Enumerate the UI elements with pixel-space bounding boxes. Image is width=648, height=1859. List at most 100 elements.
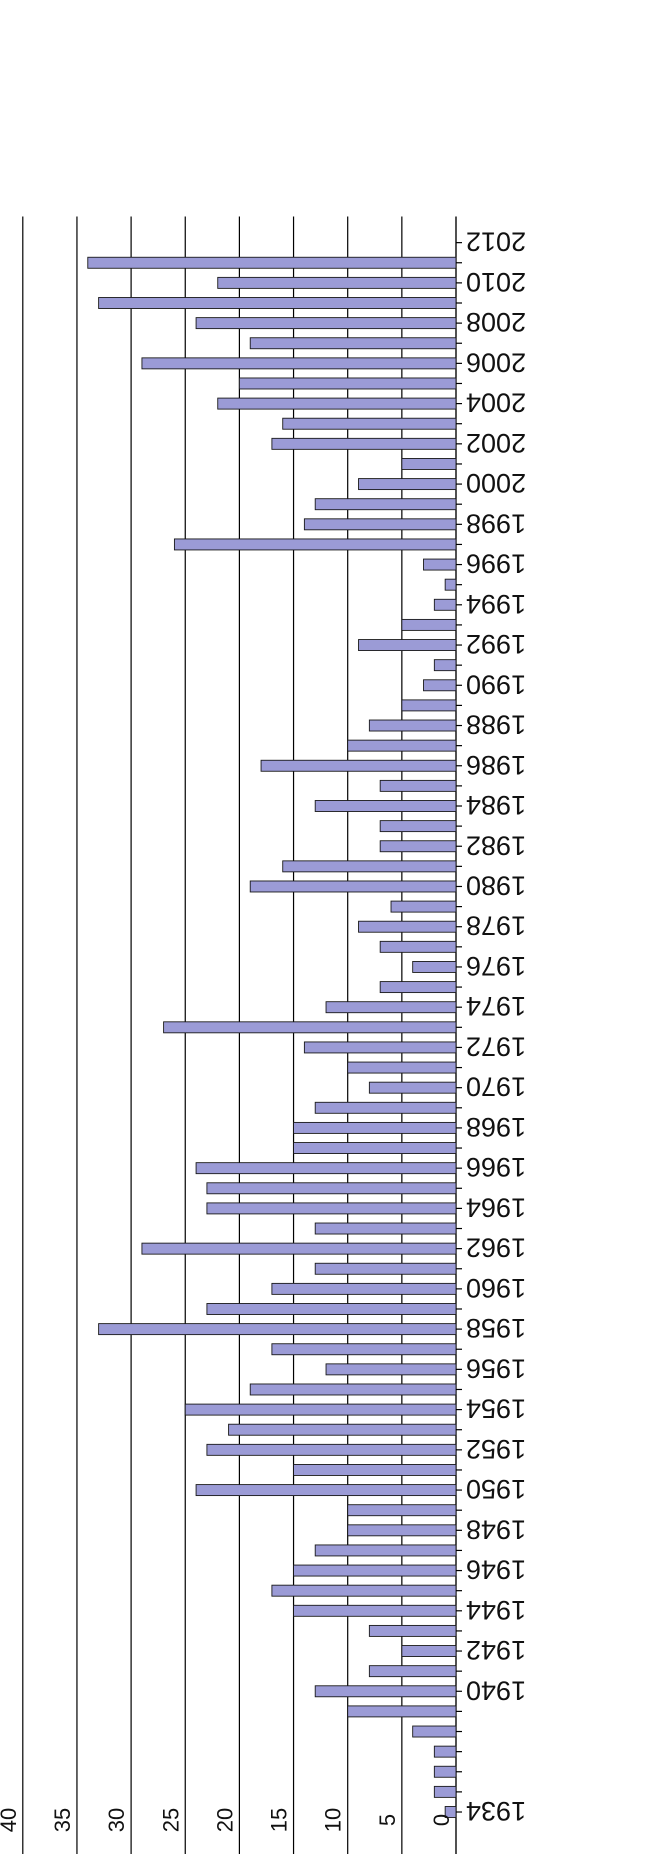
category-tick-label: 1994: [466, 589, 526, 619]
bar-1967: [293, 1142, 457, 1154]
bar-1947: [314, 1544, 457, 1557]
bar-2008: [195, 317, 457, 330]
bar-1985: [379, 779, 457, 792]
category-tick-label: 1988: [466, 710, 526, 740]
category-tick-label: 1956: [466, 1353, 526, 1383]
bar-2003: [282, 417, 457, 430]
bar-1952: [206, 1443, 457, 1456]
category-tick-label: 1998: [466, 508, 526, 538]
category-tick-label: 1952: [466, 1434, 526, 1464]
bar-1994: [433, 598, 457, 611]
bar-2009: [98, 297, 457, 309]
bar-1954: [184, 1403, 457, 1416]
category-tick-label: 1976: [466, 951, 526, 981]
bar-1991: [433, 659, 457, 672]
bar-1974: [325, 1001, 457, 1014]
category-tick-label: 1968: [466, 1112, 526, 1142]
bar-1996: [423, 558, 457, 571]
category-tick-label: 2004: [466, 388, 526, 418]
bar-1961: [314, 1262, 457, 1275]
bar-2005: [238, 377, 457, 390]
bar-1948: [347, 1524, 457, 1537]
bar-2004: [217, 397, 457, 410]
category-tick-label: 1942: [466, 1635, 526, 1665]
category-tick-label: 2012: [466, 227, 526, 257]
category-tick-label: 2008: [466, 307, 526, 337]
bar-1965: [206, 1182, 457, 1195]
bar-1964: [206, 1202, 457, 1215]
bar-2007: [249, 337, 457, 350]
bar-1940: [314, 1685, 457, 1698]
value-tick-label: 15: [267, 1808, 292, 1832]
category-tick-label: 1950: [466, 1474, 526, 1504]
category-tick-label: 2006: [466, 347, 526, 377]
category-tick-label: 1958: [466, 1313, 526, 1343]
bar-2002: [271, 437, 457, 450]
value-tick-label: 30: [104, 1808, 129, 1832]
bar-1957: [271, 1343, 457, 1356]
bar-1942: [401, 1645, 457, 1657]
bar-1975: [379, 981, 457, 994]
bar-1938: [412, 1725, 457, 1738]
bar-1937: [433, 1745, 457, 1758]
category-tick-label: 1970: [466, 1072, 526, 1102]
bar-1941: [368, 1665, 457, 1678]
bar-1960: [271, 1282, 457, 1295]
bar-1970: [368, 1081, 457, 1094]
bar-1987: [347, 739, 457, 752]
bar-1945: [271, 1584, 457, 1597]
category-tick-label: 1992: [466, 629, 526, 659]
category-tick-label: 1986: [466, 750, 526, 780]
category-tick-label: 1944: [466, 1595, 526, 1625]
bar-1997: [173, 538, 457, 551]
bar-1983: [379, 820, 457, 833]
bar-1980: [249, 880, 457, 893]
bar-1979: [390, 900, 457, 913]
bar-1981: [282, 860, 457, 873]
bar-1949: [347, 1504, 457, 1517]
category-tick-label: 1964: [466, 1192, 526, 1222]
bar-1973: [163, 1021, 457, 1034]
bar-2001: [401, 458, 457, 470]
bar-1990: [423, 679, 457, 692]
bar-1976: [412, 961, 457, 973]
bar-1936: [433, 1765, 457, 1778]
value-tick-label: 0: [429, 1814, 454, 1826]
bar-1966: [195, 1162, 457, 1175]
bar-1999: [314, 498, 457, 511]
category-tick-label: 1974: [466, 991, 526, 1021]
category-tick-label: 1984: [466, 790, 526, 820]
bar-1963: [314, 1222, 457, 1235]
bar-1955: [249, 1383, 457, 1396]
value-tick-label: 5: [375, 1814, 400, 1826]
bar-1959: [206, 1303, 457, 1315]
bar-1988: [368, 719, 457, 732]
bar-1969: [314, 1101, 457, 1114]
bar-1998: [303, 518, 457, 531]
bars: [87, 242, 462, 1818]
bar-2010: [217, 276, 457, 289]
value-tick-label: 10: [321, 1808, 346, 1832]
bar-1989: [401, 699, 457, 712]
bar-1984: [314, 800, 457, 812]
category-tick-label: 1934: [466, 1796, 526, 1826]
bar-1958: [98, 1323, 457, 1336]
category-tick-label: 1982: [466, 830, 526, 860]
category-tick-label: 1962: [466, 1233, 526, 1263]
tick-labels: 0 5 10 15 20 25 30 35 40 1934 1940 1942 1944 1946 1948…: [0, 227, 526, 1833]
bar-1950: [195, 1484, 457, 1497]
category-tick-label: 2010: [466, 267, 526, 297]
category-tick-label: 1966: [466, 1152, 526, 1182]
value-tick-label: 25: [158, 1808, 183, 1832]
bar-1944: [293, 1604, 457, 1617]
value-tick-label: 20: [212, 1808, 237, 1832]
bar-1943: [368, 1624, 457, 1637]
bar-1956: [325, 1363, 457, 1376]
category-tick-label: 1972: [466, 1031, 526, 1061]
bar-1982: [379, 840, 457, 853]
category-tick-label: 1990: [466, 669, 526, 699]
category-tick-label: 1960: [466, 1273, 526, 1303]
category-tick-label: 1940: [466, 1675, 526, 1705]
bar-1935: [433, 1785, 457, 1798]
